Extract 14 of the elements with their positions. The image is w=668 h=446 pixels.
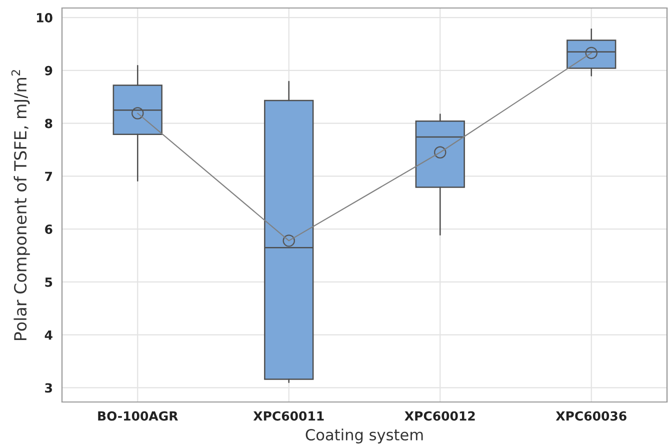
y-axis-title: Polar Component of TSFE, mJ/m$^{2}$	[11, 70, 30, 340]
y-tick-label: 10	[36, 12, 52, 22]
y-tick-label: 6	[45, 224, 52, 234]
y-tick-label: 3	[45, 383, 52, 393]
x-tick-label: XPC60012	[404, 411, 475, 421]
x-tick-label: BO-100AGR	[98, 411, 178, 421]
y-tick-label: 9	[44, 66, 52, 76]
y-tick-label: 4	[44, 330, 52, 340]
y-tick-label: 7	[45, 172, 52, 181]
y-tick-label: 5	[45, 278, 52, 287]
x-tick-label: XPC60036	[556, 411, 626, 421]
x-tick-label: XPC60011	[253, 411, 324, 421]
y-tick-label: 8	[45, 118, 52, 128]
x-axis-title: Coating system	[306, 428, 423, 444]
